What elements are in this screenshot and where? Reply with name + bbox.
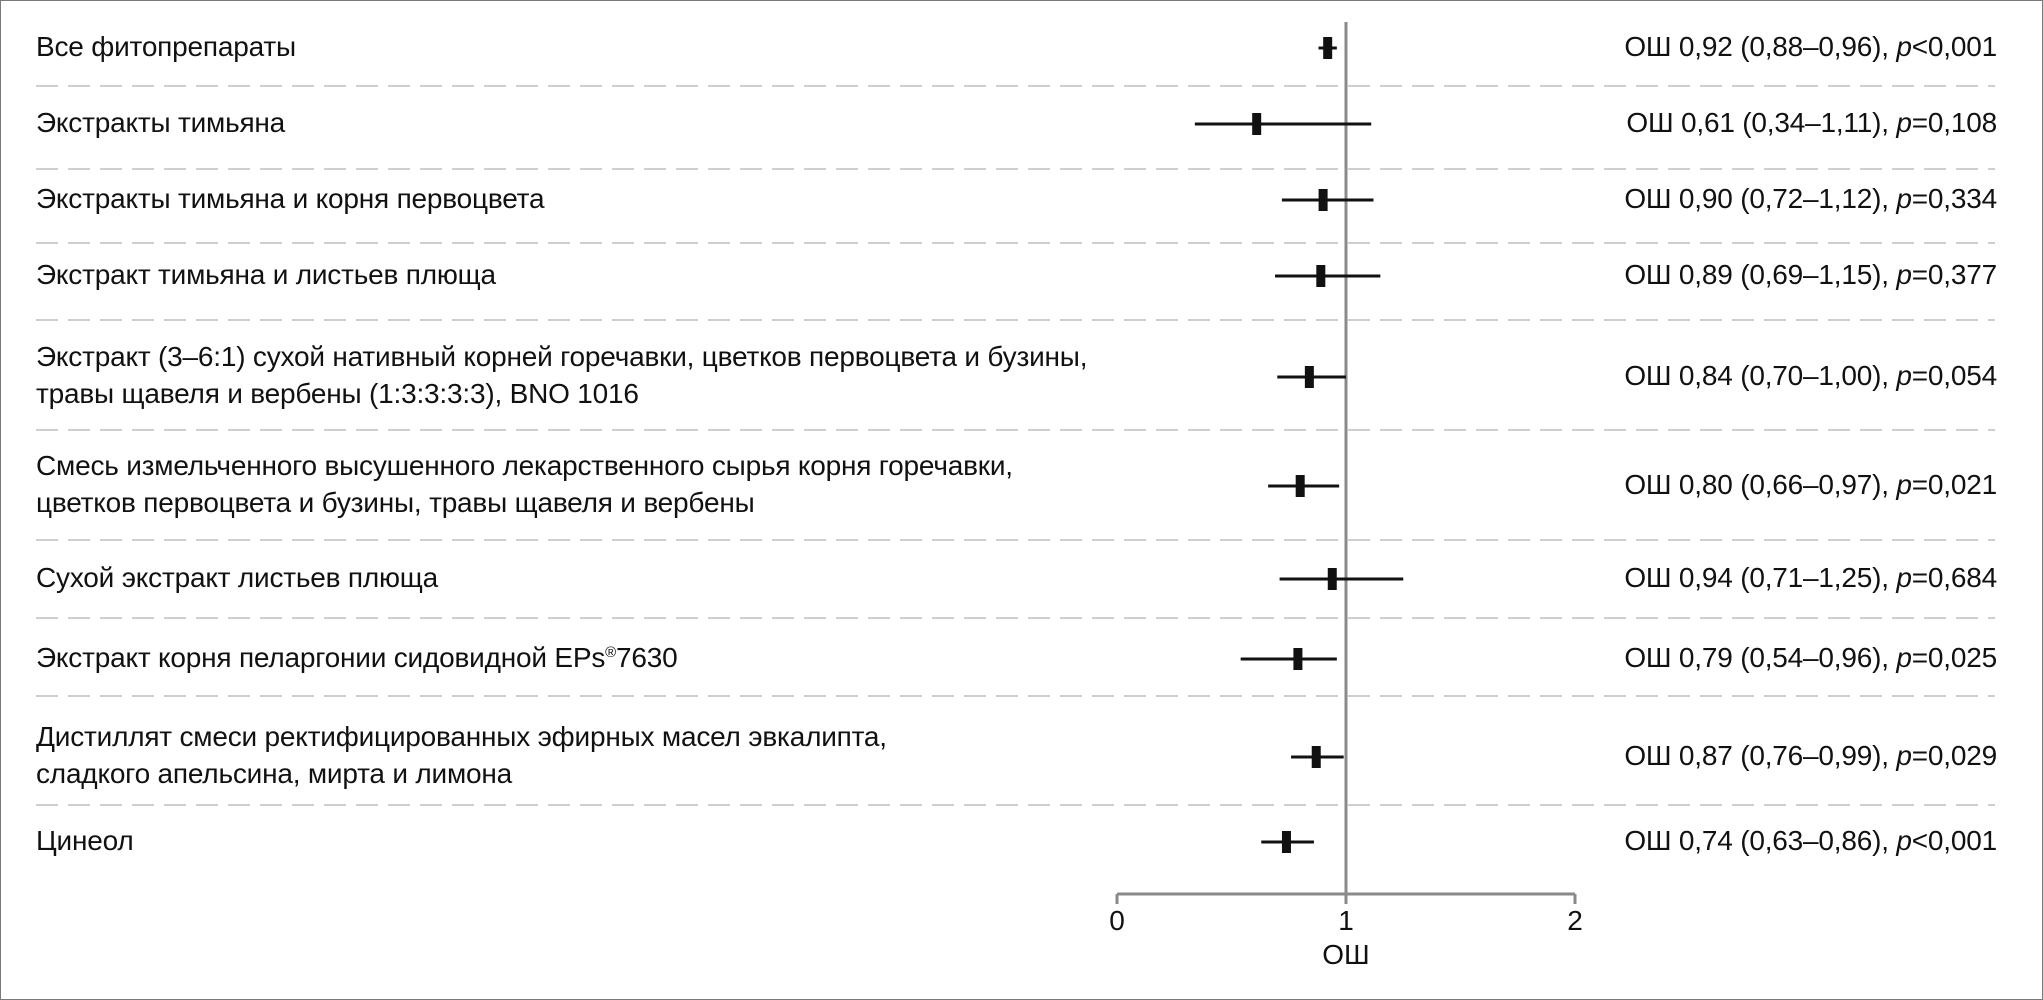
x-tick-label: 0 bbox=[1109, 905, 1125, 936]
p-letter: p bbox=[1896, 106, 1912, 138]
point-estimate bbox=[1323, 37, 1333, 59]
row-label-line: травы щавеля и вербены (1:3:3:3:3), BNO … bbox=[36, 378, 639, 409]
p-letter: p bbox=[1896, 824, 1912, 856]
p-letter: p bbox=[1896, 561, 1912, 593]
p-value: =0,108 bbox=[1911, 106, 1997, 138]
row-label: Дистиллят смеси ректифицированных эфирны… bbox=[36, 718, 887, 792]
row-label: Сухой экстракт листьев плюща bbox=[36, 559, 438, 596]
odds-ratio-text: ОШ 0,80 (0,66–0,97), bbox=[1624, 468, 1897, 500]
p-value: =0,334 bbox=[1911, 182, 1997, 214]
p-letter: p bbox=[1896, 468, 1912, 500]
p-letter: p bbox=[1896, 739, 1912, 771]
point-estimate bbox=[1295, 475, 1305, 497]
row-result: ОШ 0,92 (0,88–0,96), p<0,001 bbox=[1624, 28, 1997, 65]
p-value: =0,029 bbox=[1911, 739, 1997, 771]
odds-ratio-text: ОШ 0,92 (0,88–0,96), bbox=[1624, 30, 1897, 62]
row-label-line: Экстракт корня пеларгонии сидовидной EPs… bbox=[36, 641, 678, 673]
row-result: ОШ 0,87 (0,76–0,99), p=0,029 bbox=[1624, 737, 1997, 774]
point-estimate bbox=[1293, 648, 1303, 670]
row-label-line: цветков первоцвета и бузины, травы щавел… bbox=[36, 487, 755, 518]
odds-ratio-text: ОШ 0,61 (0,34–1,11), bbox=[1626, 106, 1897, 138]
odds-ratio-text: ОШ 0,79 (0,54–0,96), bbox=[1624, 641, 1897, 673]
row-result: ОШ 0,74 (0,63–0,86), p<0,001 bbox=[1624, 822, 1997, 859]
odds-ratio-text: ОШ 0,94 (0,71–1,25), bbox=[1624, 561, 1897, 593]
odds-ratio-text: ОШ 0,89 (0,69–1,15), bbox=[1624, 258, 1897, 290]
p-value: =0,377 bbox=[1911, 258, 1997, 290]
point-estimate bbox=[1281, 831, 1291, 853]
odds-ratio-text: ОШ 0,84 (0,70–1,00), bbox=[1624, 359, 1897, 391]
row-result: ОШ 0,79 (0,54–0,96), p=0,025 bbox=[1624, 639, 1997, 676]
point-estimate bbox=[1311, 746, 1321, 768]
odds-ratio-text: ОШ 0,87 (0,76–0,99), bbox=[1624, 739, 1897, 771]
row-result: ОШ 0,61 (0,34–1,11), p=0,108 bbox=[1626, 104, 1997, 141]
point-estimate bbox=[1252, 113, 1262, 135]
p-value: <0,001 bbox=[1911, 824, 1997, 856]
p-value: =0,684 bbox=[1911, 561, 1997, 593]
row-label: Цинеол bbox=[36, 822, 134, 859]
row-result: ОШ 0,80 (0,66–0,97), p=0,021 bbox=[1624, 466, 1997, 503]
row-label: Экстракты тимьяна и корня первоцвета bbox=[36, 180, 545, 217]
row-label-line: Смесь измельченного высушенного лекарств… bbox=[36, 450, 1013, 481]
odds-ratio-text: ОШ 0,74 (0,63–0,86), bbox=[1624, 824, 1897, 856]
row-label: Экстракт (3–6:1) сухой нативный корней г… bbox=[36, 338, 1087, 412]
row-label-line: Экстракт (3–6:1) сухой нативный корней г… bbox=[36, 341, 1088, 372]
row-label-line: Все фитопрепараты bbox=[36, 30, 296, 62]
p-value: =0,025 bbox=[1911, 641, 1997, 673]
point-estimate bbox=[1327, 568, 1337, 590]
row-label-line: Сухой экстракт листьев плюща bbox=[36, 561, 439, 593]
p-letter: p bbox=[1896, 182, 1912, 214]
row-result: ОШ 0,90 (0,72–1,12), p=0,334 bbox=[1624, 180, 1997, 217]
p-value: <0,001 bbox=[1911, 30, 1997, 62]
x-tick-label: 1 bbox=[1338, 905, 1354, 936]
row-label-line: Цинеол bbox=[36, 824, 134, 856]
row-label-line: сладкого апельсина, мирта и лимона bbox=[36, 758, 513, 789]
x-tick-label: 2 bbox=[1567, 905, 1583, 936]
p-letter: p bbox=[1896, 359, 1912, 391]
row-label: Экстракт тимьяна и листьев плюща bbox=[36, 256, 496, 293]
point-estimate bbox=[1318, 189, 1328, 211]
point-estimate bbox=[1316, 265, 1326, 287]
x-axis-label: ОШ bbox=[1322, 939, 1369, 970]
row-label: Смесь измельченного высушенного лекарств… bbox=[36, 447, 1013, 521]
p-value: =0,021 bbox=[1911, 468, 1997, 500]
row-label-line: Экстракт тимьяна и листьев плюща bbox=[36, 258, 496, 290]
row-result: ОШ 0,84 (0,70–1,00), p=0,054 bbox=[1624, 357, 1997, 394]
row-label-line: Экстракты тимьяна bbox=[36, 106, 286, 138]
row-label: Экстракт корня пеларгонии сидовидной EPs… bbox=[36, 639, 678, 676]
row-result: ОШ 0,89 (0,69–1,15), p=0,377 bbox=[1624, 256, 1997, 293]
p-letter: p bbox=[1896, 30, 1912, 62]
p-letter: p bbox=[1896, 641, 1912, 673]
p-letter: p bbox=[1896, 258, 1912, 290]
row-label: Все фитопрепараты bbox=[36, 28, 296, 65]
row-result: ОШ 0,94 (0,71–1,25), p=0,684 bbox=[1624, 559, 1997, 596]
p-value: =0,054 bbox=[1911, 359, 1997, 391]
point-estimate bbox=[1304, 366, 1314, 388]
row-label-line: Экстракты тимьяна и корня первоцвета bbox=[36, 182, 545, 214]
odds-ratio-text: ОШ 0,90 (0,72–1,12), bbox=[1624, 182, 1897, 214]
row-label: Экстракты тимьяна bbox=[36, 104, 285, 141]
row-label-line: Дистиллят смеси ректифицированных эфирны… bbox=[36, 721, 887, 752]
